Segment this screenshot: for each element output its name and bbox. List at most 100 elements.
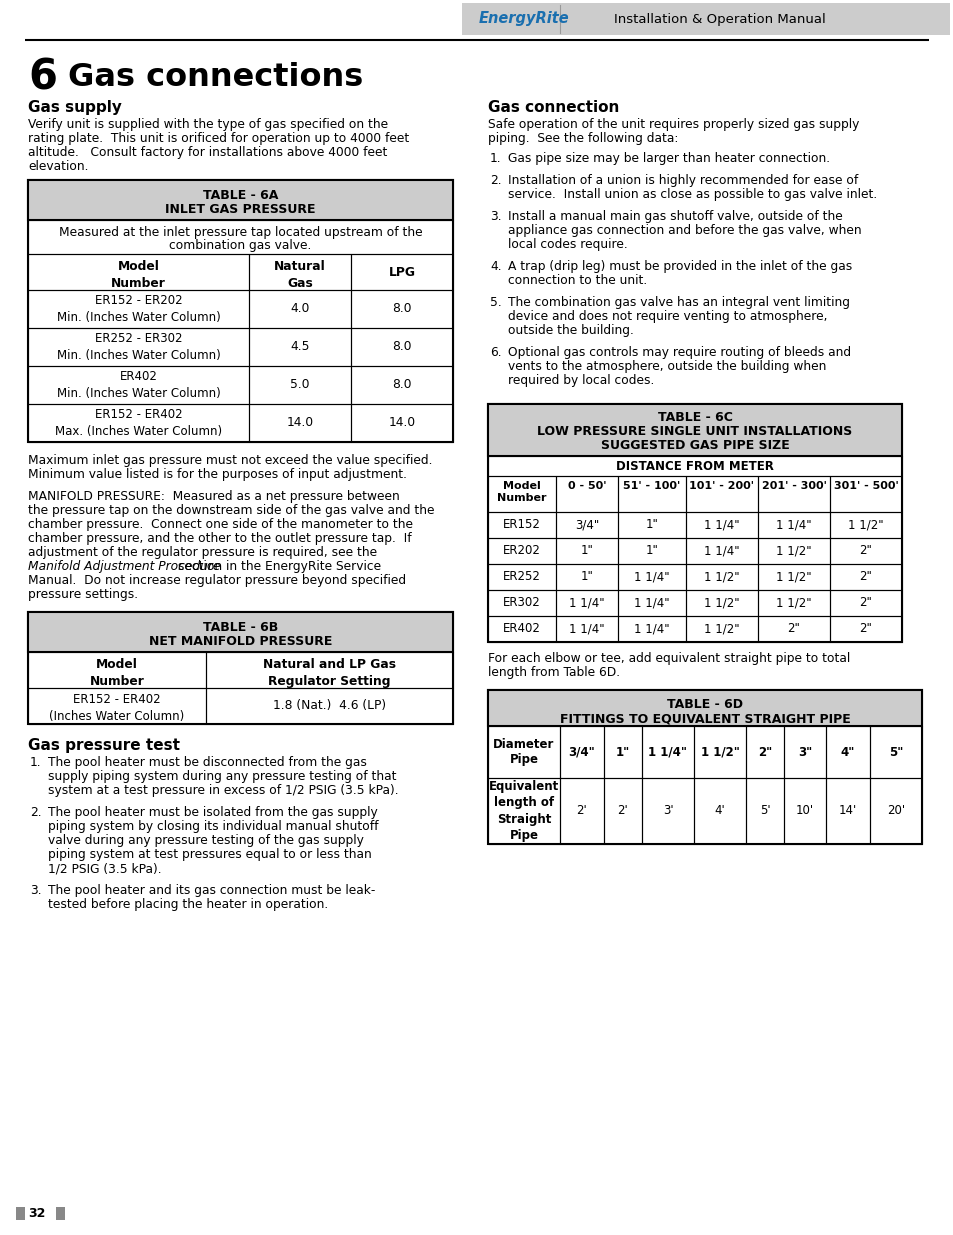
Bar: [488, 456, 901, 475]
Text: 51' - 100': 51' - 100': [622, 480, 679, 492]
Text: Gas connections: Gas connections: [68, 63, 363, 94]
Bar: [206, 688, 453, 724]
Text: 2': 2': [576, 804, 587, 818]
Text: The combination gas valve has an integral vent limiting: The combination gas valve has an integra…: [507, 296, 849, 309]
Text: 1/2 PSIG (3.5 kPa).: 1/2 PSIG (3.5 kPa).: [48, 862, 161, 876]
Bar: [488, 590, 556, 616]
Text: 1.: 1.: [30, 756, 42, 769]
Text: local codes require.: local codes require.: [507, 238, 627, 251]
Text: combination gas valve.: combination gas valve.: [169, 240, 312, 252]
Text: 1.8 (Nat.)  4.6 (LP): 1.8 (Nat.) 4.6 (LP): [273, 699, 386, 713]
Text: TABLE - 6D: TABLE - 6D: [666, 698, 742, 711]
Bar: [829, 475, 901, 513]
Bar: [603, 778, 641, 844]
Text: FITTINGS TO EQUIVALENT STRAIGHT PIPE: FITTINGS TO EQUIVALENT STRAIGHT PIPE: [559, 713, 849, 725]
Text: 0 - 50': 0 - 50': [567, 480, 605, 492]
Text: 4.0: 4.0: [290, 303, 310, 315]
Text: 5.0: 5.0: [290, 378, 310, 391]
Text: 2": 2": [859, 571, 872, 583]
Bar: [758, 616, 829, 642]
Text: 14.0: 14.0: [286, 416, 314, 430]
Text: adjustment of the regulator pressure is required, see the: adjustment of the regulator pressure is …: [28, 546, 376, 559]
Text: connection to the unit.: connection to the unit.: [507, 274, 646, 287]
Text: MANIFOLD PRESSURE:  Measured as a net pressure between: MANIFOLD PRESSURE: Measured as a net pre…: [28, 490, 399, 503]
Text: 3.: 3.: [490, 210, 501, 224]
Text: 1": 1": [645, 519, 658, 531]
Text: chamber pressure, and the other to the outlet pressure tap.  If: chamber pressure, and the other to the o…: [28, 532, 411, 545]
Bar: [758, 538, 829, 564]
Bar: [249, 290, 351, 329]
Text: ER152: ER152: [502, 519, 540, 531]
Text: 8.0: 8.0: [392, 341, 412, 353]
Bar: [28, 688, 206, 724]
Text: TABLE - 6C: TABLE - 6C: [657, 411, 732, 424]
Text: Installation & Operation Manual: Installation & Operation Manual: [614, 12, 825, 26]
Bar: [488, 538, 556, 564]
Bar: [351, 329, 453, 366]
Text: valve during any pressure testing of the gas supply: valve during any pressure testing of the…: [48, 834, 363, 847]
Text: 2": 2": [757, 746, 771, 758]
Bar: [28, 254, 249, 290]
Text: 8.0: 8.0: [392, 303, 412, 315]
Bar: [488, 404, 901, 456]
Text: Model
Number: Model Number: [90, 658, 144, 688]
Bar: [351, 366, 453, 404]
Bar: [28, 180, 453, 220]
Bar: [685, 538, 758, 564]
Bar: [488, 513, 556, 538]
Bar: [641, 778, 693, 844]
Bar: [603, 726, 641, 778]
Text: Natural and LP Gas
Regulator Setting: Natural and LP Gas Regulator Setting: [263, 658, 395, 688]
Text: ER252 - ER302
Min. (Inches Water Column): ER252 - ER302 Min. (Inches Water Column): [56, 332, 220, 362]
Bar: [745, 778, 783, 844]
Bar: [249, 329, 351, 366]
Text: ER202: ER202: [502, 545, 540, 557]
Text: For each elbow or tee, add equivalent straight pipe to total: For each elbow or tee, add equivalent st…: [488, 652, 849, 664]
Text: 10': 10': [795, 804, 813, 818]
Bar: [249, 366, 351, 404]
Text: Gas pressure test: Gas pressure test: [28, 739, 180, 753]
Bar: [685, 590, 758, 616]
Bar: [351, 404, 453, 442]
Text: pressure settings.: pressure settings.: [28, 588, 138, 601]
Text: ER152 - ER402
Max. (Inches Water Column): ER152 - ER402 Max. (Inches Water Column): [55, 408, 222, 438]
Bar: [641, 726, 693, 778]
Text: 8.0: 8.0: [392, 378, 412, 391]
Text: 1 1/4": 1 1/4": [634, 597, 669, 610]
Text: 2": 2": [859, 622, 872, 636]
Text: ER152 - ER202
Min. (Inches Water Column): ER152 - ER202 Min. (Inches Water Column): [56, 294, 220, 324]
Text: length from Table 6D.: length from Table 6D.: [488, 666, 619, 679]
Text: elevation.: elevation.: [28, 161, 89, 173]
Text: piping system at test pressures equal to or less than: piping system at test pressures equal to…: [48, 848, 372, 861]
Text: the pressure tap on the downstream side of the gas valve and the: the pressure tap on the downstream side …: [28, 504, 434, 517]
Text: Optional gas controls may require routing of bleeds and: Optional gas controls may require routin…: [507, 346, 850, 359]
Text: INLET GAS PRESSURE: INLET GAS PRESSURE: [165, 203, 315, 216]
Text: vents to the atmosphere, outside the building when: vents to the atmosphere, outside the bui…: [507, 359, 825, 373]
Text: ER402
Min. (Inches Water Column): ER402 Min. (Inches Water Column): [56, 370, 220, 400]
Text: 1 1/2": 1 1/2": [776, 571, 811, 583]
Text: ER152 - ER402
(Inches Water Column): ER152 - ER402 (Inches Water Column): [50, 693, 185, 722]
Bar: [618, 590, 685, 616]
Text: Verify unit is supplied with the type of gas specified on the: Verify unit is supplied with the type of…: [28, 119, 388, 131]
Bar: [685, 616, 758, 642]
Bar: [556, 616, 618, 642]
Bar: [758, 475, 829, 513]
Text: 1 1/4": 1 1/4": [648, 746, 687, 758]
Bar: [249, 404, 351, 442]
Text: 1": 1": [580, 545, 593, 557]
Bar: [693, 778, 745, 844]
Text: 101' - 200': 101' - 200': [689, 480, 754, 492]
Text: 1 1/2": 1 1/2": [776, 597, 811, 610]
Bar: [488, 564, 556, 590]
Bar: [28, 180, 453, 442]
Bar: [461, 2, 949, 35]
Text: ER302: ER302: [502, 597, 540, 610]
Text: 2.: 2.: [30, 806, 42, 819]
Text: Maximum inlet gas pressure must not exceed the value specified.: Maximum inlet gas pressure must not exce…: [28, 454, 432, 467]
Text: 3/4": 3/4": [568, 746, 595, 758]
Text: 1.: 1.: [490, 152, 501, 165]
Bar: [869, 778, 921, 844]
Text: Model
Number: Model Number: [111, 261, 166, 290]
Bar: [351, 254, 453, 290]
Bar: [783, 726, 825, 778]
